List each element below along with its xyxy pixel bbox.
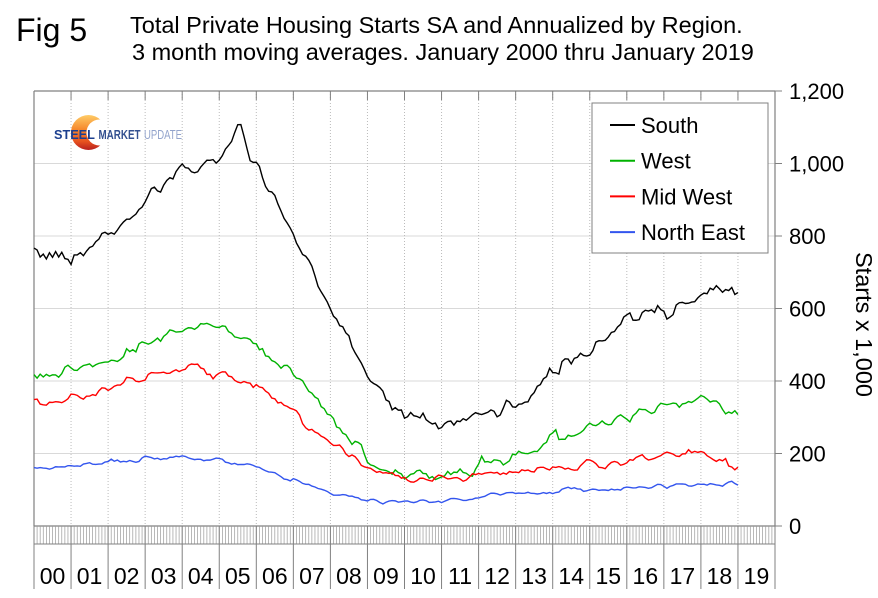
svg-text:18: 18	[707, 563, 733, 589]
svg-text:200: 200	[789, 442, 826, 467]
svg-text:14: 14	[558, 563, 584, 589]
svg-text:South: South	[641, 113, 699, 138]
svg-text:1,000: 1,000	[789, 152, 844, 177]
svg-text:16: 16	[633, 563, 659, 589]
svg-text:11: 11	[448, 563, 472, 589]
svg-text:Mid West: Mid West	[641, 184, 732, 209]
svg-text:05: 05	[225, 563, 251, 589]
svg-text:1,200: 1,200	[789, 79, 844, 104]
svg-text:12: 12	[484, 563, 510, 589]
svg-text:600: 600	[789, 297, 826, 322]
svg-text:13: 13	[521, 563, 547, 589]
svg-text:06: 06	[262, 563, 288, 589]
svg-text:West: West	[641, 149, 691, 174]
svg-text:04: 04	[188, 563, 214, 589]
svg-text:15: 15	[595, 563, 621, 589]
svg-text:03: 03	[151, 563, 177, 589]
svg-text:MARKET: MARKET	[99, 128, 141, 142]
svg-text:0: 0	[789, 514, 801, 539]
svg-text:08: 08	[336, 563, 362, 589]
svg-text:09: 09	[373, 563, 399, 589]
svg-text:800: 800	[789, 224, 826, 249]
svg-text:02: 02	[114, 563, 140, 589]
svg-text:STEEL: STEEL	[54, 128, 95, 142]
svg-text:00: 00	[40, 563, 66, 589]
svg-text:UPDATE: UPDATE	[144, 128, 182, 142]
svg-text:17: 17	[670, 563, 696, 589]
svg-text:Starts x 1,000: Starts x 1,000	[851, 252, 877, 397]
svg-text:19: 19	[744, 563, 770, 589]
svg-text:North East: North East	[641, 220, 745, 245]
svg-text:07: 07	[299, 563, 325, 589]
svg-text:10: 10	[410, 563, 436, 589]
svg-text:400: 400	[789, 369, 826, 394]
svg-text:01: 01	[77, 563, 103, 589]
